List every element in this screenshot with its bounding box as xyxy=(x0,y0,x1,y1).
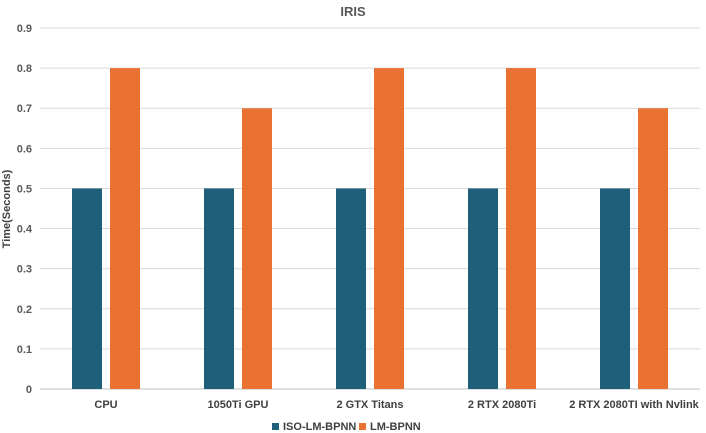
bar-iso-lm-bpnn xyxy=(72,188,102,389)
x-axis-categories: CPU 1050Ti GPU 2 GTX Titans 2 RTX 2080Ti 2 R… xyxy=(94,399,699,411)
x-category-label: 2 RTX 2080TI with Nvlink xyxy=(569,399,699,411)
y-tick-label: 0.1 xyxy=(17,344,32,356)
legend-label: LM-BPNN xyxy=(370,421,421,433)
y-tick-label: 0.9 xyxy=(17,23,32,35)
legend: ISO-LM-BPNN LM-BPNN xyxy=(272,421,421,433)
x-category-label: CPU xyxy=(94,399,117,411)
y-tick-label: 0.8 xyxy=(17,63,32,75)
legend-swatch xyxy=(359,423,366,430)
chart-title: IRIS xyxy=(340,4,366,19)
y-tick-label: 0.3 xyxy=(17,264,32,276)
bar-lm-bpnn xyxy=(638,108,668,389)
y-tick-label: 0.6 xyxy=(17,143,32,155)
y-tick-label: 0.2 xyxy=(17,304,32,316)
legend-label: ISO-LM-BPNN xyxy=(283,421,356,433)
y-tick-label: 0.5 xyxy=(17,183,32,195)
x-category-label: 2 RTX 2080Ti xyxy=(468,399,536,411)
bar-iso-lm-bpnn xyxy=(600,188,630,389)
x-category-label: 1050Ti GPU xyxy=(208,399,269,411)
y-tick-label: 0.4 xyxy=(17,224,33,236)
gridlines xyxy=(40,27,700,390)
bar-lm-bpnn xyxy=(374,68,404,389)
bar-iso-lm-bpnn xyxy=(204,188,234,389)
bar-iso-lm-bpnn xyxy=(468,188,498,389)
bars xyxy=(72,68,668,389)
bar-iso-lm-bpnn xyxy=(336,188,366,389)
bar-lm-bpnn xyxy=(110,68,140,389)
y-tick-label: 0 xyxy=(26,384,32,396)
y-tick-label: 0.7 xyxy=(17,103,32,115)
legend-swatch xyxy=(272,423,279,430)
y-axis-title: Time(Seconds) xyxy=(1,169,13,248)
x-category-label: 2 GTX Titans xyxy=(336,399,403,411)
bar-lm-bpnn xyxy=(242,108,272,389)
bar-lm-bpnn xyxy=(506,68,536,389)
y-axis-ticks: 0 0.1 0.2 0.3 0.4 0.5 0.6 0.7 0.8 0.9 xyxy=(17,23,33,396)
